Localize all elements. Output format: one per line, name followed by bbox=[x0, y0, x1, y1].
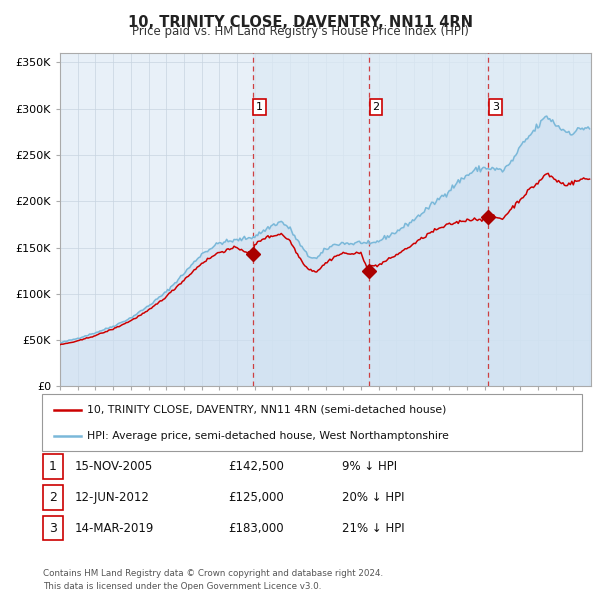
Text: 14-MAR-2019: 14-MAR-2019 bbox=[75, 522, 154, 535]
Text: 9% ↓ HPI: 9% ↓ HPI bbox=[342, 460, 397, 473]
Text: 2: 2 bbox=[373, 102, 380, 112]
Text: 21% ↓ HPI: 21% ↓ HPI bbox=[342, 522, 404, 535]
Text: HPI: Average price, semi-detached house, West Northamptonshire: HPI: Average price, semi-detached house,… bbox=[87, 431, 449, 441]
Bar bbox=[369, 53, 488, 386]
Text: 10, TRINITY CLOSE, DAVENTRY, NN11 4RN: 10, TRINITY CLOSE, DAVENTRY, NN11 4RN bbox=[128, 15, 473, 30]
Text: £142,500: £142,500 bbox=[228, 460, 284, 473]
Bar bbox=[488, 53, 591, 386]
Text: Contains HM Land Registry data © Crown copyright and database right 2024.
This d: Contains HM Land Registry data © Crown c… bbox=[43, 569, 383, 590]
Text: 1: 1 bbox=[256, 102, 263, 112]
Text: 3: 3 bbox=[492, 102, 499, 112]
Text: 12-JUN-2012: 12-JUN-2012 bbox=[75, 491, 150, 504]
Bar bbox=[253, 53, 369, 386]
Text: 2: 2 bbox=[49, 491, 57, 504]
Text: £183,000: £183,000 bbox=[228, 522, 284, 535]
Text: 3: 3 bbox=[49, 522, 57, 535]
Text: 10, TRINITY CLOSE, DAVENTRY, NN11 4RN (semi-detached house): 10, TRINITY CLOSE, DAVENTRY, NN11 4RN (s… bbox=[87, 405, 446, 415]
Text: Price paid vs. HM Land Registry's House Price Index (HPI): Price paid vs. HM Land Registry's House … bbox=[131, 25, 469, 38]
Text: 1: 1 bbox=[49, 460, 57, 473]
Text: 15-NOV-2005: 15-NOV-2005 bbox=[75, 460, 153, 473]
Text: £125,000: £125,000 bbox=[228, 491, 284, 504]
Text: 20% ↓ HPI: 20% ↓ HPI bbox=[342, 491, 404, 504]
